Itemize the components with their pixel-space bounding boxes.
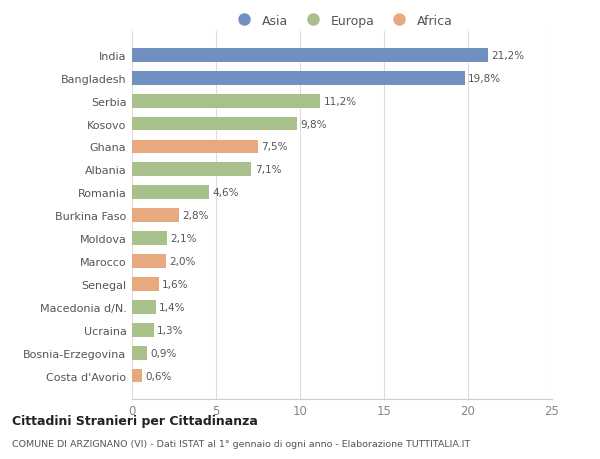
Legend: Asia, Europa, Africa: Asia, Europa, Africa — [232, 15, 452, 28]
Bar — [132, 49, 488, 62]
Text: 0,9%: 0,9% — [151, 348, 177, 358]
Bar — [132, 346, 147, 360]
Text: 2,1%: 2,1% — [170, 234, 197, 244]
Bar — [132, 140, 258, 154]
Bar — [132, 95, 320, 108]
Text: Cittadini Stranieri per Cittadinanza: Cittadini Stranieri per Cittadinanza — [12, 414, 258, 428]
Bar — [132, 186, 209, 200]
Bar — [132, 277, 159, 291]
Text: 1,4%: 1,4% — [159, 302, 185, 312]
Bar — [132, 323, 154, 337]
Bar — [132, 118, 296, 131]
Text: 4,6%: 4,6% — [212, 188, 239, 198]
Text: 21,2%: 21,2% — [491, 50, 524, 61]
Bar — [132, 300, 155, 314]
Text: 9,8%: 9,8% — [300, 119, 326, 129]
Text: 11,2%: 11,2% — [323, 96, 356, 106]
Text: 2,0%: 2,0% — [169, 257, 196, 266]
Bar — [132, 232, 167, 246]
Text: 0,6%: 0,6% — [145, 371, 172, 381]
Bar — [132, 72, 464, 85]
Bar — [132, 163, 251, 177]
Text: 19,8%: 19,8% — [468, 73, 501, 84]
Text: 2,8%: 2,8% — [182, 211, 209, 221]
Text: 1,6%: 1,6% — [162, 280, 189, 289]
Text: 7,5%: 7,5% — [262, 142, 288, 152]
Bar — [132, 369, 142, 383]
Bar — [132, 209, 179, 223]
Text: COMUNE DI ARZIGNANO (VI) - Dati ISTAT al 1° gennaio di ogni anno - Elaborazione : COMUNE DI ARZIGNANO (VI) - Dati ISTAT al… — [12, 439, 470, 448]
Bar — [132, 255, 166, 269]
Text: 7,1%: 7,1% — [254, 165, 281, 175]
Text: 1,3%: 1,3% — [157, 325, 184, 335]
